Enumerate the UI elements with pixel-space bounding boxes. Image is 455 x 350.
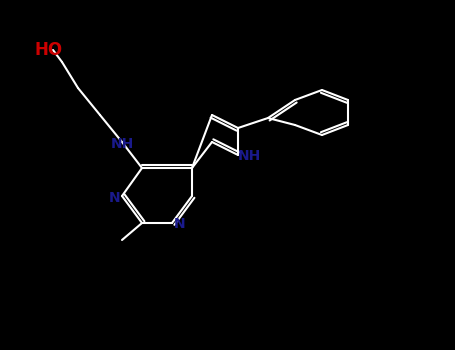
Text: HO: HO bbox=[35, 41, 63, 59]
Text: NH: NH bbox=[111, 136, 134, 150]
Text: NH: NH bbox=[238, 149, 261, 163]
Text: N: N bbox=[174, 217, 186, 231]
Text: N: N bbox=[108, 190, 120, 204]
